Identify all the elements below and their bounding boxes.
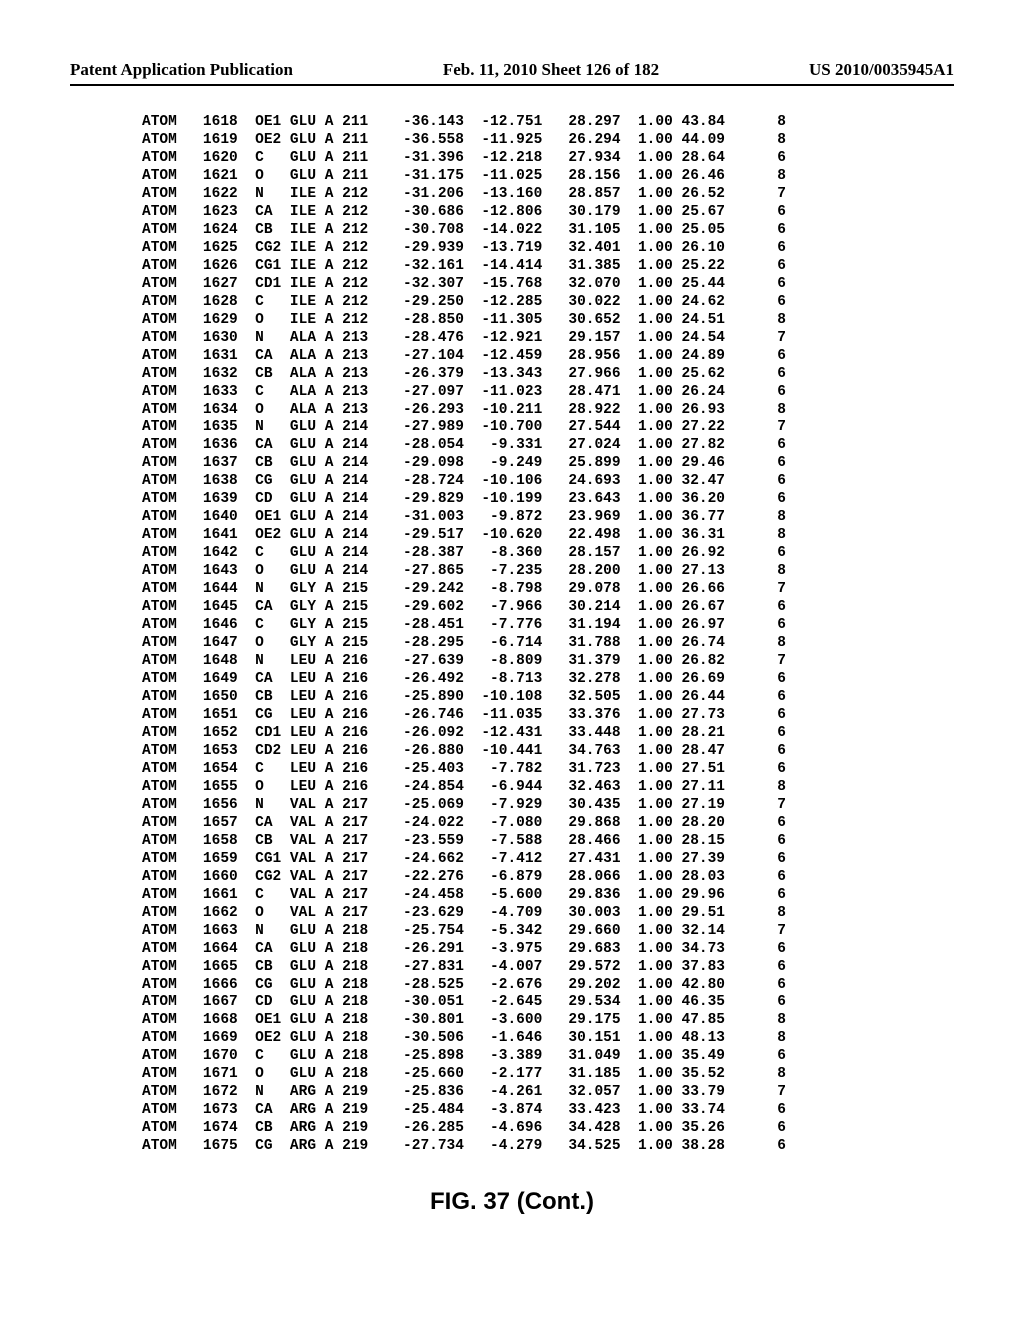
header-center: Feb. 11, 2010 Sheet 126 of 182 bbox=[443, 60, 659, 80]
header-left: Patent Application Publication bbox=[70, 60, 293, 80]
figure-caption: FIG. 37 (Cont.) bbox=[70, 1188, 954, 1216]
pdb-atom-table: ATOM 1618 OE1 GLU A 211 -36.143 -12.751 … bbox=[142, 114, 954, 1156]
page-header: Patent Application Publication Feb. 11, … bbox=[70, 60, 954, 86]
header-right: US 2010/0035945A1 bbox=[809, 60, 954, 80]
